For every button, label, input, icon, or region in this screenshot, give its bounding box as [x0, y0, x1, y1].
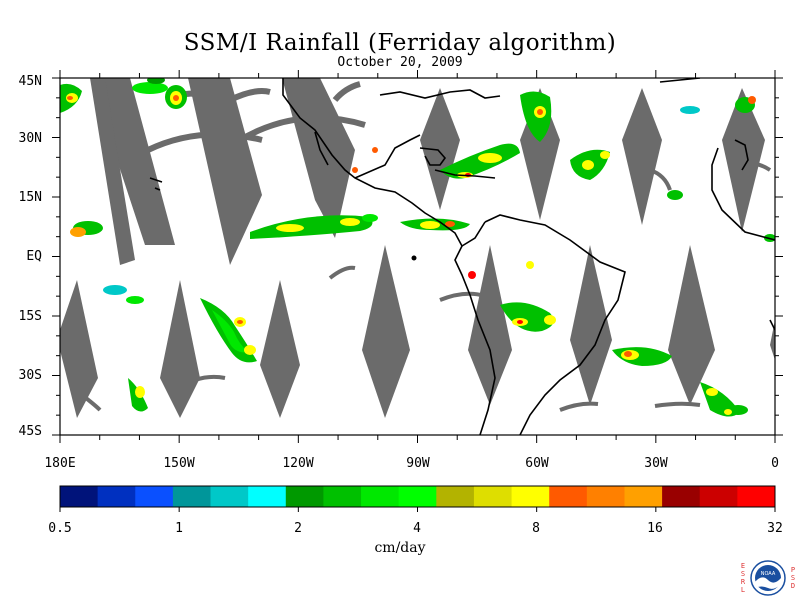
map-title: SSM/I Rainfall (Ferriday algorithm) [183, 30, 617, 56]
map-date: October 20, 2009 [337, 55, 463, 70]
colorbar-swatch [737, 486, 776, 507]
svg-text:NOAA: NOAA [761, 571, 776, 577]
galapagos-island [411, 255, 417, 261]
colorbar-swatch [248, 486, 287, 507]
colorbar-swatch [323, 486, 362, 507]
colorbar-swatch [361, 486, 400, 507]
colorbar-swatch [172, 486, 212, 507]
colorbar-swatch [624, 486, 663, 507]
logo-letter-s2: S [790, 574, 796, 582]
lat-label-eq: EQ [26, 249, 42, 264]
lon-label-90w: 90W [406, 456, 430, 471]
colorbar-swatch [699, 486, 738, 507]
lat-label-15n: 15N [18, 190, 42, 205]
colorbar-label-1: 1 [175, 521, 183, 536]
colorbar-swatch [586, 486, 625, 507]
colorbar-label-4: 4 [413, 521, 421, 536]
logo-letter-s: S [740, 570, 746, 578]
colorbar-swatch [60, 486, 99, 507]
lon-label-30w: 30W [644, 456, 668, 471]
colorbar-label-8: 8 [532, 521, 540, 536]
noaa-emblem-icon: NOAA [750, 560, 786, 596]
lon-label-180e: 180E [44, 456, 76, 471]
axis-ticks [52, 70, 783, 443]
lon-label-150w: 150W [163, 456, 195, 471]
lat-label-30n: 30N [18, 131, 42, 146]
colorbar-swatch [662, 486, 701, 507]
lat-label-30s: 30S [18, 368, 42, 383]
colorbar-label-0-5: 0.5 [48, 521, 72, 536]
colorbar-swatch [473, 486, 513, 507]
lat-label-45s: 45S [18, 424, 42, 439]
rainfall-patches [60, 78, 775, 417]
colorbar-swatch [135, 486, 174, 507]
colorbar-swatch [210, 486, 249, 507]
colorbar-label-2: 2 [294, 521, 302, 536]
logo-letter-r: R [740, 578, 746, 586]
lon-label-60w: 60W [525, 456, 549, 471]
lon-label-0: 0 [771, 456, 779, 471]
colorbar-swatch [549, 486, 588, 507]
colorbar-swatch [285, 486, 324, 507]
colorbar-label-16: 16 [647, 521, 663, 536]
lat-label-15s: 15S [18, 309, 42, 324]
colorbar-swatch [436, 486, 475, 507]
lat-label-45n: 45N [18, 74, 42, 89]
no-data-swaths [60, 78, 775, 418]
colorbar-units: cm/day [374, 540, 426, 556]
colorbar-swatch [398, 486, 437, 507]
logo-letter-e: E [740, 562, 746, 570]
logo-letter-p: P [790, 566, 796, 574]
logo-letter-l: L [740, 586, 746, 594]
colorbar-swatch [511, 486, 550, 507]
logo-letter-d: D [790, 582, 796, 590]
coastlines [149, 78, 775, 435]
lon-label-120w: 120W [282, 456, 314, 471]
noaa-logo: E S R L NOAA P S D [737, 558, 799, 598]
colorbar-swatch [97, 486, 136, 507]
colorbar-label-32: 32 [767, 521, 783, 536]
